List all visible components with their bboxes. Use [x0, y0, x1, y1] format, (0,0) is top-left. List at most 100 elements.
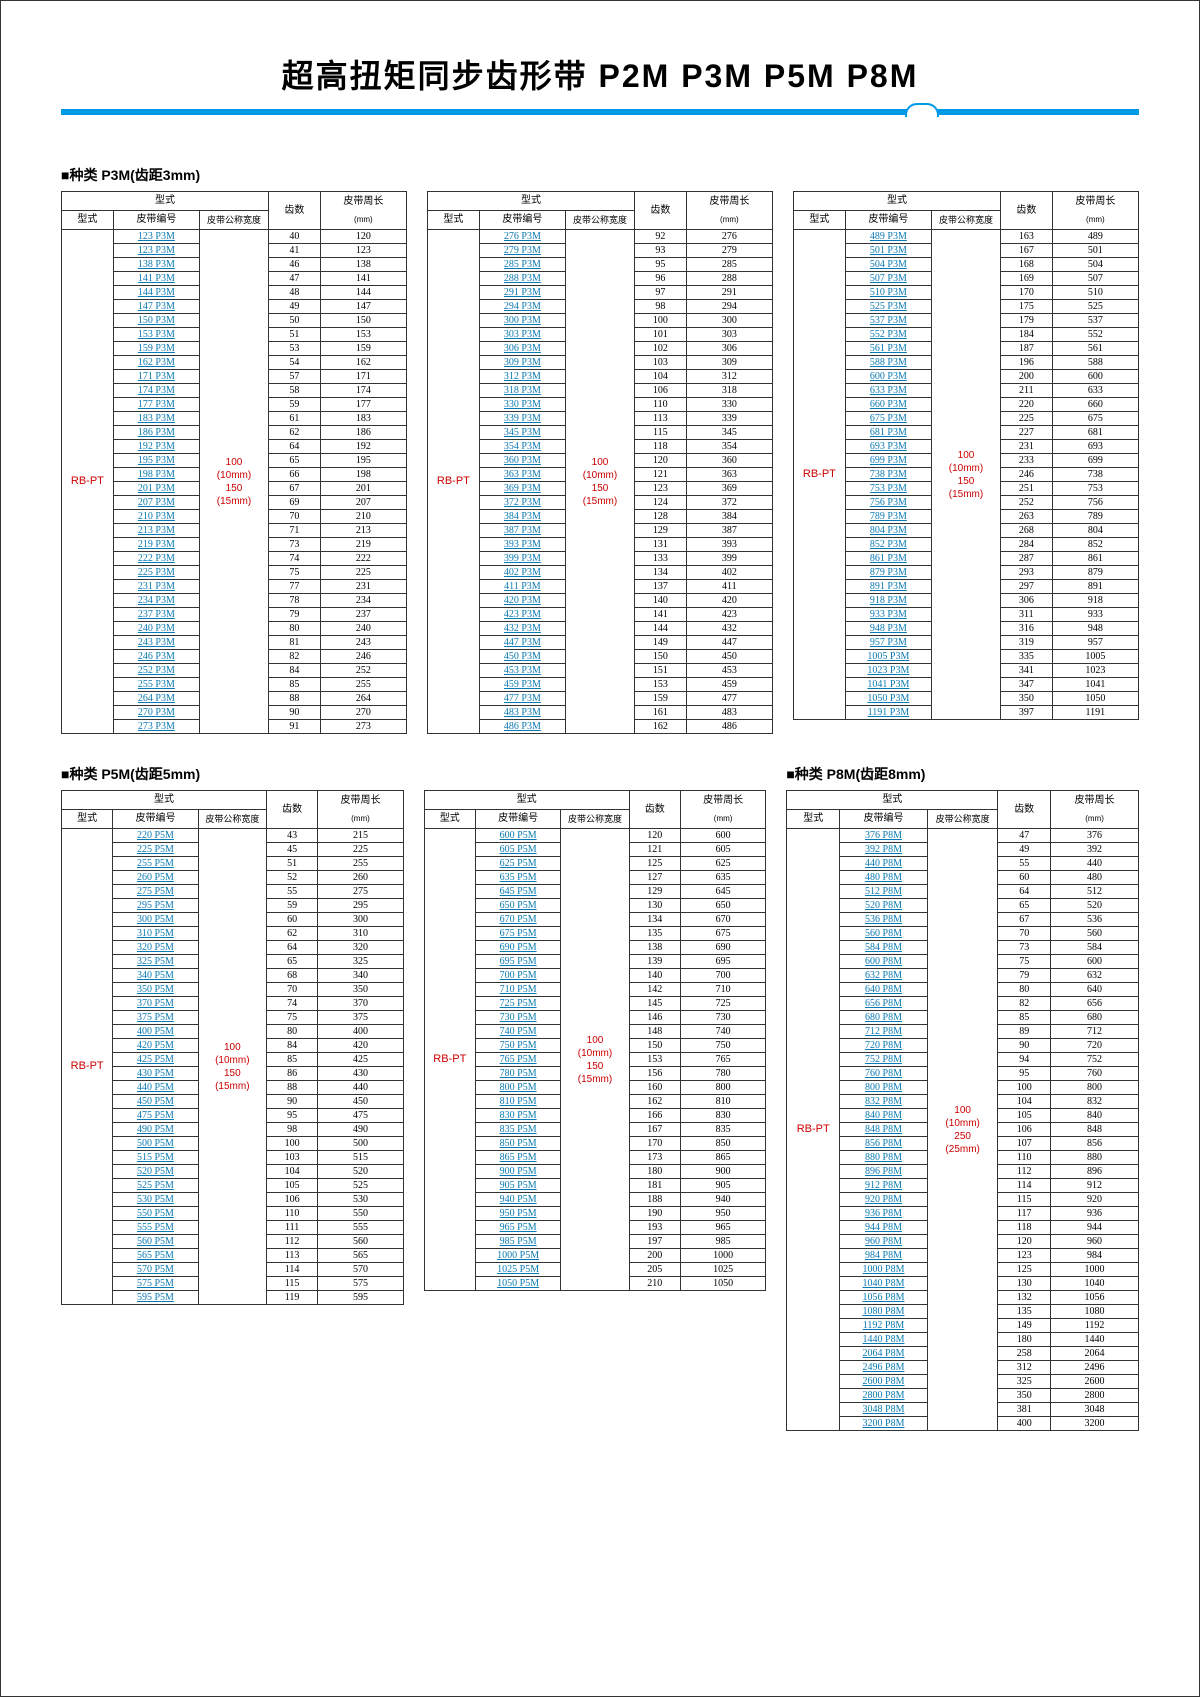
teeth-cell: 98 — [266, 1123, 317, 1137]
header-circ: 皮带周长(mm) — [320, 192, 406, 230]
teeth-cell: 106 — [266, 1193, 317, 1207]
belt-number-cell: 234 P3M — [113, 594, 199, 608]
circumference-cell: 369 — [686, 482, 772, 496]
teeth-cell: 180 — [998, 1333, 1051, 1347]
belt-number-cell: 985 P5M — [475, 1235, 560, 1249]
model-cell: RB-PT — [62, 230, 114, 734]
circumference-cell: 475 — [318, 1109, 403, 1123]
teeth-cell: 74 — [269, 552, 321, 566]
header-teeth: 齿数 — [998, 791, 1051, 829]
teeth-cell: 67 — [269, 482, 321, 496]
circumference-cell: 918 — [1052, 594, 1138, 608]
section-p8m: 型式齿数皮带周长(mm)型式皮带编号皮带公称宽度RB-PT376 P8M100(… — [786, 790, 1139, 1431]
circumference-cell: 246 — [320, 650, 406, 664]
teeth-cell: 62 — [266, 927, 317, 941]
belt-number-cell: 450 P5M — [113, 1095, 198, 1109]
belt-number-cell: 240 P3M — [113, 622, 199, 636]
circumference-cell: 399 — [686, 552, 772, 566]
belt-number-cell: 912 P8M — [840, 1179, 928, 1193]
circumference-cell: 225 — [320, 566, 406, 580]
belt-number-cell: 680 P8M — [840, 1011, 928, 1025]
teeth-cell: 129 — [629, 885, 680, 899]
circumference-cell: 279 — [686, 244, 772, 258]
model-cell: RB-PT — [62, 829, 113, 1305]
teeth-cell: 325 — [998, 1375, 1051, 1389]
teeth-cell: 311 — [1001, 608, 1053, 622]
teeth-cell: 90 — [266, 1095, 317, 1109]
circumference-cell: 830 — [680, 1109, 765, 1123]
circumference-cell: 530 — [318, 1193, 403, 1207]
header-belt-num: 皮带编号 — [113, 211, 199, 230]
teeth-cell: 105 — [266, 1179, 317, 1193]
belt-number-cell: 288 P3M — [479, 272, 565, 286]
circumference-cell: 852 — [1052, 538, 1138, 552]
belt-number-cell: 600 P8M — [840, 955, 928, 969]
circumference-cell: 690 — [680, 941, 765, 955]
circumference-cell: 950 — [680, 1207, 765, 1221]
teeth-cell: 150 — [635, 650, 687, 664]
header-teeth: 齿数 — [1001, 192, 1053, 230]
circumference-cell: 423 — [686, 608, 772, 622]
belt-number-cell: 936 P8M — [840, 1207, 928, 1221]
belt-number-cell: 312 P3M — [479, 370, 565, 384]
circumference-cell: 588 — [1052, 356, 1138, 370]
teeth-cell: 78 — [269, 594, 321, 608]
circumference-cell: 520 — [1051, 899, 1139, 913]
section-label-p8m: ■种类 P8M(齿距8mm) — [786, 764, 1139, 784]
belt-number-cell: 123 P3M — [113, 244, 199, 258]
belt-number-cell: 960 P8M — [840, 1235, 928, 1249]
circumference-cell: 712 — [1051, 1025, 1139, 1039]
teeth-cell: 105 — [998, 1109, 1051, 1123]
belt-number-cell: 393 P3M — [479, 538, 565, 552]
circumference-cell: 740 — [680, 1025, 765, 1039]
circumference-cell: 861 — [1052, 552, 1138, 566]
belt-number-cell: 144 P3M — [113, 286, 199, 300]
belt-number-cell: 830 P5M — [475, 1109, 560, 1123]
belt-number-cell: 310 P5M — [113, 927, 198, 941]
belt-number-cell: 369 P3M — [479, 482, 565, 496]
belt-number-cell: 430 P5M — [113, 1067, 198, 1081]
belt-number-cell: 920 P8M — [840, 1193, 928, 1207]
circumference-cell: 561 — [1052, 342, 1138, 356]
belt-number-cell: 237 P3M — [113, 608, 199, 622]
circumference-cell: 320 — [318, 941, 403, 955]
circumference-cell: 392 — [1051, 843, 1139, 857]
belt-number-cell: 660 P3M — [845, 398, 931, 412]
teeth-cell: 60 — [998, 871, 1051, 885]
teeth-cell: 104 — [635, 370, 687, 384]
section-label-p3m: ■种类 P3M(齿距3mm) — [61, 165, 1139, 185]
spec-table: 型式齿数皮带周长(mm)型式皮带编号皮带公称宽度RB-PT220 P5M100(… — [61, 790, 404, 1305]
belt-number-cell: 725 P5M — [475, 997, 560, 1011]
belt-number-cell: 575 P5M — [113, 1277, 198, 1291]
table-column: 型式齿数皮带周长(mm)型式皮带编号皮带公称宽度RB-PT276 P3M100(… — [427, 191, 773, 734]
teeth-cell: 104 — [998, 1095, 1051, 1109]
header-top: 型式 — [794, 192, 1001, 211]
teeth-cell: 124 — [635, 496, 687, 510]
width-cell: 100(10mm)150(15mm) — [200, 230, 269, 734]
teeth-cell: 210 — [629, 1277, 680, 1291]
circumference-cell: 957 — [1052, 636, 1138, 650]
belt-number-cell: 584 P8M — [840, 941, 928, 955]
circumference-cell: 912 — [1051, 1179, 1139, 1193]
belt-number-cell: 423 P3M — [479, 608, 565, 622]
header-circ: 皮带周长(mm) — [686, 192, 772, 230]
belt-number-cell: 948 P3M — [845, 622, 931, 636]
circumference-cell: 411 — [686, 580, 772, 594]
teeth-cell: 284 — [1001, 538, 1053, 552]
belt-number-cell: 399 P3M — [479, 552, 565, 566]
belt-number-cell: 756 P3M — [845, 496, 931, 510]
header-belt-num: 皮带编号 — [840, 810, 928, 829]
teeth-cell: 82 — [998, 997, 1051, 1011]
belt-number-cell: 432 P3M — [479, 622, 565, 636]
teeth-cell: 293 — [1001, 566, 1053, 580]
teeth-cell: 120 — [629, 829, 680, 843]
belt-number-cell: 306 P3M — [479, 342, 565, 356]
teeth-cell: 100 — [998, 1081, 1051, 1095]
circumference-cell: 354 — [686, 440, 772, 454]
circumference-cell: 660 — [1052, 398, 1138, 412]
belt-number-cell: 632 P8M — [840, 969, 928, 983]
teeth-cell: 306 — [1001, 594, 1053, 608]
belt-number-cell: 800 P5M — [475, 1081, 560, 1095]
teeth-cell: 68 — [266, 969, 317, 983]
circumference-cell: 555 — [318, 1221, 403, 1235]
